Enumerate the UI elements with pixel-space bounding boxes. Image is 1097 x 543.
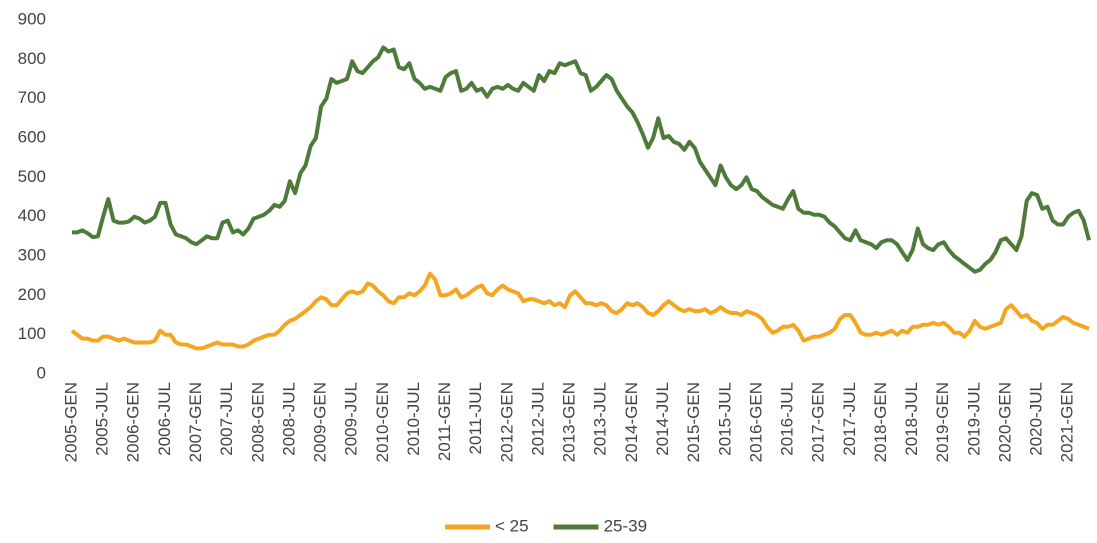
x-tick-label: 2011-JUL <box>466 382 485 454</box>
y-tick-label: 500 <box>18 167 46 186</box>
x-tick-label: 2021-GEN <box>1058 382 1077 462</box>
x-tick-label: 2013-JUL <box>591 382 610 456</box>
x-tick-label: 2017-GEN <box>809 382 828 462</box>
y-tick-label: 100 <box>18 324 46 343</box>
x-tick-label: 2005-JUL <box>93 382 112 456</box>
y-tick-label: 0 <box>37 363 46 382</box>
x-tick-label: 2015-GEN <box>684 382 703 462</box>
x-tick-label: 2009-GEN <box>311 382 330 462</box>
x-tick-label: 2017-JUL <box>840 382 859 456</box>
legend-label: < 25 <box>495 516 529 535</box>
x-tick-label: 2011-GEN <box>435 382 454 461</box>
x-tick-label: 2019-JUL <box>964 382 983 456</box>
x-tick-label: 2013-GEN <box>560 382 579 462</box>
x-tick-label: 2006-GEN <box>124 382 143 462</box>
y-tick-label: 200 <box>18 285 46 304</box>
y-tick-label: 600 <box>18 127 46 146</box>
x-tick-label: 2008-JUL <box>279 382 298 456</box>
x-tick-label: 2012-JUL <box>528 382 547 456</box>
y-tick-label: 400 <box>18 206 46 225</box>
x-tick-label: 2012-GEN <box>497 382 516 462</box>
y-tick-label: 300 <box>18 245 46 264</box>
x-tick-label: 2018-GEN <box>871 382 890 462</box>
x-tick-label: 2010-JUL <box>404 382 423 456</box>
legend-label: 25-39 <box>604 516 647 535</box>
x-tick-label: 2008-GEN <box>248 382 267 462</box>
y-tick-label: 800 <box>18 49 46 68</box>
x-tick-label: 2014-GEN <box>622 382 641 462</box>
x-tick-label: 2014-JUL <box>653 382 672 456</box>
x-tick-label: 2020-JUL <box>1027 382 1046 456</box>
x-tick-label: 2019-GEN <box>933 382 952 462</box>
x-tick-label: 2010-GEN <box>373 382 392 462</box>
x-tick-label: 2009-JUL <box>342 382 361 456</box>
y-tick-label: 700 <box>18 88 46 107</box>
x-tick-label: 2018-JUL <box>902 382 921 456</box>
line-series <box>70 271 1090 351</box>
x-tick-label: 2020-GEN <box>995 382 1014 462</box>
x-tick-label: 2007-GEN <box>186 382 205 462</box>
line-series <box>72 45 1091 274</box>
x-tick-label: 2015-JUL <box>715 382 734 456</box>
x-tick-label: 2007-JUL <box>217 382 236 456</box>
x-tick-label: 2006-JUL <box>155 382 174 456</box>
y-tick-label: 900 <box>18 9 46 28</box>
x-tick-label: 2016-JUL <box>778 382 797 456</box>
x-tick-label: 2005-GEN <box>61 382 80 462</box>
x-tick-label: 2016-GEN <box>746 382 765 462</box>
